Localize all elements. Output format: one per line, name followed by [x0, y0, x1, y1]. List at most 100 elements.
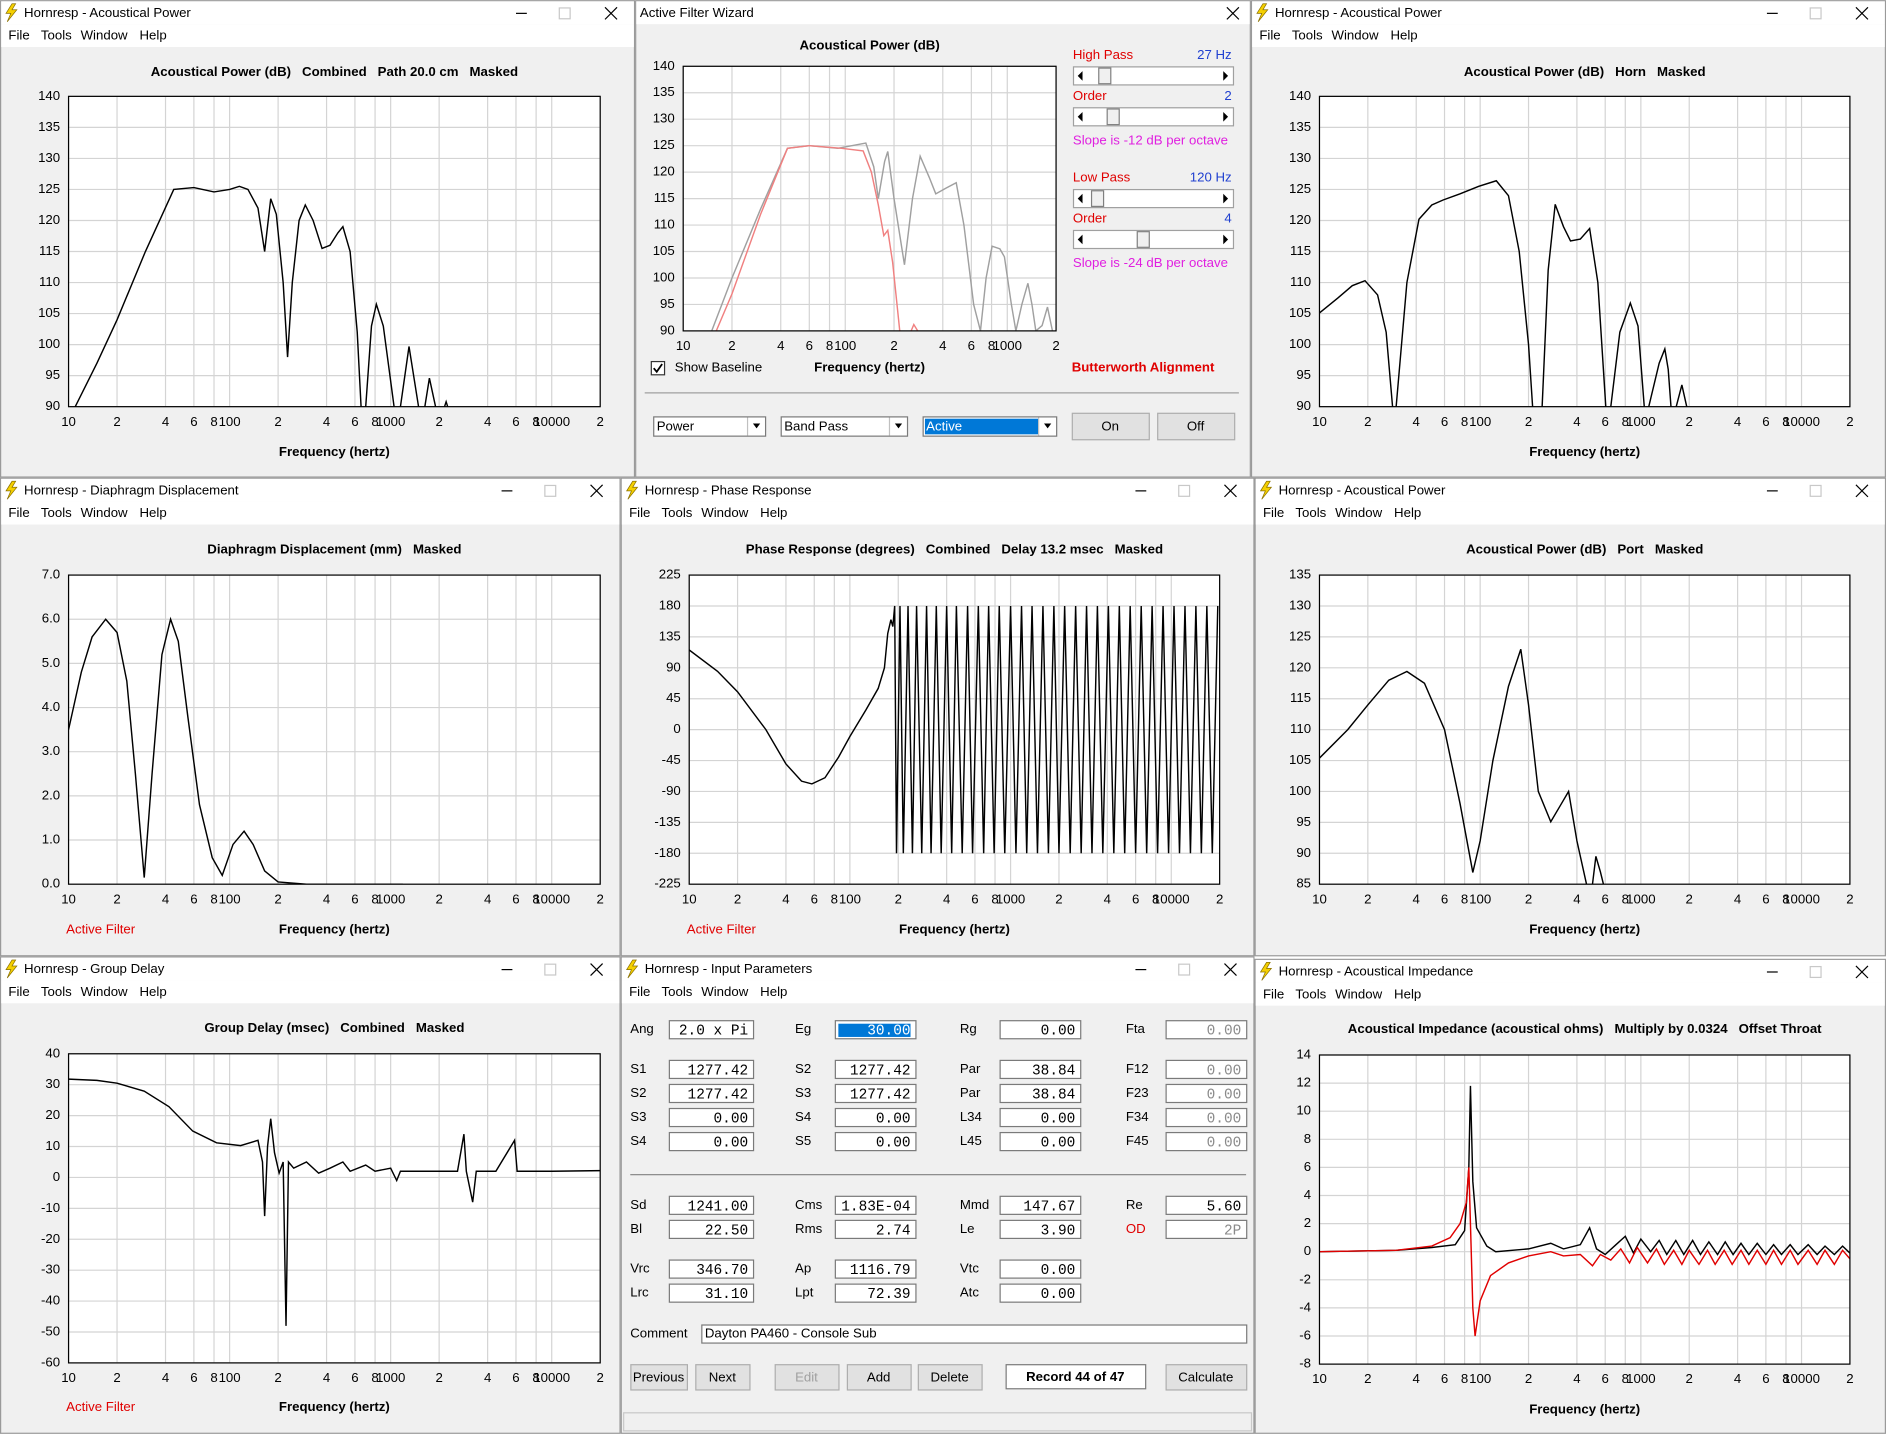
menu-item[interactable]: Help	[140, 28, 167, 43]
button-label[interactable]: Next	[709, 1369, 737, 1384]
comment-value[interactable]: Dayton PA460 - Console Sub	[705, 1326, 877, 1341]
close-button[interactable]	[1855, 965, 1869, 979]
close-button[interactable]	[1855, 6, 1869, 20]
field-box[interactable]	[999, 1083, 1082, 1104]
menu-item[interactable]: Help	[1394, 986, 1421, 1001]
checkbox-label[interactable]: Show Baseline	[675, 360, 762, 375]
dropdown-value[interactable]: Power	[657, 419, 695, 434]
field-value[interactable]: 0.00	[876, 1112, 911, 1128]
menu-item[interactable]: File	[1263, 505, 1284, 520]
close-button[interactable]	[1855, 484, 1869, 498]
button-label[interactable]: Edit	[795, 1369, 818, 1384]
field-box[interactable]	[1165, 1059, 1248, 1080]
dropdown-value[interactable]: Active	[926, 419, 962, 434]
menu-item[interactable]: Tools	[662, 984, 693, 999]
field-value[interactable]: 0.00	[1207, 1136, 1242, 1152]
field-value[interactable]: 1277.42	[688, 1063, 749, 1079]
field-value[interactable]: 0.00	[1041, 1024, 1076, 1040]
field-value[interactable]: 1277.42	[850, 1087, 911, 1103]
menu-item[interactable]: Help	[760, 505, 787, 520]
dropdown[interactable]	[653, 416, 767, 437]
field-value[interactable]: 346.70	[696, 1263, 748, 1279]
field-value[interactable]: 22.50	[705, 1223, 748, 1239]
button[interactable]	[774, 1364, 840, 1391]
field-value[interactable]: 72.39	[867, 1287, 910, 1303]
menu-item[interactable]: File	[629, 505, 650, 520]
scroll-thumb[interactable]	[1106, 108, 1120, 126]
field-box[interactable]	[1165, 1020, 1248, 1040]
menu-item[interactable]: Help	[1390, 28, 1417, 43]
menu-item[interactable]: File	[8, 984, 29, 999]
field-box[interactable]	[1165, 1219, 1248, 1240]
field-value[interactable]: 0.00	[1041, 1136, 1076, 1152]
field-box[interactable]	[668, 1020, 755, 1040]
field-value[interactable]: 5.60	[1207, 1199, 1242, 1215]
field-box[interactable]	[834, 1219, 917, 1240]
close-button[interactable]	[1224, 484, 1237, 498]
menu-item[interactable]: Window	[81, 505, 128, 520]
button[interactable]	[1157, 412, 1236, 441]
field-box[interactable]	[834, 1283, 917, 1303]
field-box[interactable]	[1165, 1195, 1248, 1215]
field-value[interactable]: 1277.42	[850, 1063, 911, 1079]
button-label[interactable]: Off	[1187, 419, 1205, 434]
field-box[interactable]	[999, 1219, 1082, 1240]
scrollbar[interactable]	[1072, 188, 1235, 209]
checkbox[interactable]	[650, 360, 666, 376]
scrollbar[interactable]	[1072, 66, 1235, 86]
button-label[interactable]: Add	[867, 1369, 891, 1384]
button-label[interactable]: Previous	[633, 1369, 685, 1384]
field-box[interactable]	[834, 1107, 917, 1128]
field-value[interactable]: 0.00	[1041, 1263, 1076, 1279]
field-box[interactable]	[999, 1107, 1082, 1128]
field-box[interactable]	[668, 1195, 755, 1215]
close-button[interactable]	[1226, 6, 1240, 20]
field-box[interactable]	[834, 1059, 917, 1080]
field-box[interactable]	[834, 1083, 917, 1104]
field-value[interactable]: 0.00	[1207, 1087, 1242, 1103]
button[interactable]	[1071, 412, 1150, 441]
field-box[interactable]	[999, 1059, 1082, 1080]
close-button[interactable]	[1224, 963, 1237, 977]
field-value[interactable]: 0.00	[1041, 1112, 1076, 1128]
maximize-button[interactable]	[558, 7, 571, 20]
field-box[interactable]	[999, 1020, 1082, 1040]
menu-item[interactable]: Help	[760, 984, 787, 999]
field-box[interactable]	[834, 1195, 917, 1215]
field-box[interactable]	[668, 1259, 755, 1279]
menu-item[interactable]: Tools	[1292, 28, 1323, 43]
field-value[interactable]: 0.00	[714, 1136, 749, 1152]
menu-item[interactable]: File	[1263, 986, 1284, 1001]
menu-item[interactable]: Help	[1394, 505, 1421, 520]
maximize-button[interactable]	[1178, 484, 1191, 497]
dropdown-value[interactable]: Band Pass	[784, 419, 848, 434]
field-box[interactable]	[668, 1059, 755, 1080]
field-value[interactable]: 2.74	[876, 1223, 911, 1239]
field-box[interactable]	[834, 1259, 917, 1279]
menu-item[interactable]: File	[629, 984, 650, 999]
field-value[interactable]: 30.00	[867, 1024, 910, 1040]
scrollbar[interactable]	[1072, 107, 1235, 127]
field-value[interactable]: 3.90	[1041, 1223, 1076, 1239]
field-box[interactable]	[668, 1283, 755, 1303]
close-button[interactable]	[590, 963, 604, 977]
maximize-button[interactable]	[1178, 963, 1191, 976]
field-box[interactable]	[999, 1283, 1082, 1303]
scrollbar[interactable]	[1072, 229, 1235, 250]
button[interactable]	[1165, 1364, 1248, 1391]
close-button[interactable]	[604, 6, 618, 20]
field-value[interactable]: 1.83E-04	[841, 1199, 910, 1215]
field-box[interactable]	[999, 1195, 1082, 1215]
menu-item[interactable]: Window	[1332, 28, 1379, 43]
menu-item[interactable]: Window	[701, 984, 748, 999]
field-box[interactable]	[834, 1131, 917, 1152]
menu-item[interactable]: Window	[701, 505, 748, 520]
scroll-thumb[interactable]	[1090, 190, 1105, 208]
field-box[interactable]	[999, 1259, 1082, 1279]
field-box[interactable]	[668, 1083, 755, 1104]
maximize-button[interactable]	[1809, 484, 1822, 497]
menu-item[interactable]: Window	[81, 28, 128, 43]
menu-item[interactable]: Tools	[41, 984, 72, 999]
field-value[interactable]: 2.0 x Pi	[679, 1024, 748, 1040]
field-box[interactable]	[1165, 1131, 1248, 1152]
